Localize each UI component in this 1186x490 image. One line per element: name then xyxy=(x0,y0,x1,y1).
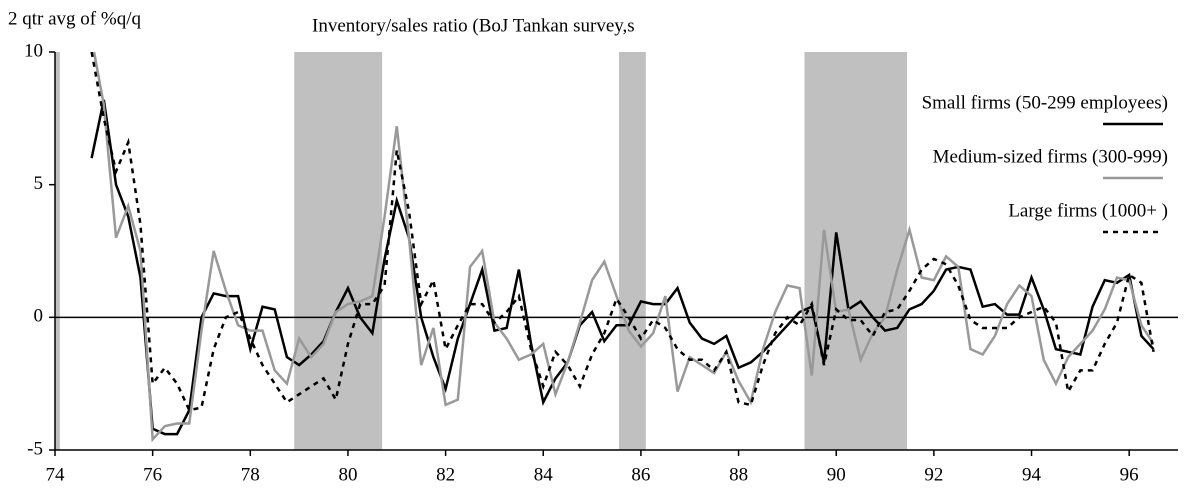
chart-title: Inventory/sales ratio (BoJ Tankan survey… xyxy=(312,15,635,36)
y-tick-label: -5 xyxy=(27,438,43,459)
series-line xyxy=(90,52,1155,412)
x-tick-label: 78 xyxy=(241,464,260,485)
recession-band xyxy=(55,52,60,450)
recession-band xyxy=(618,52,646,450)
x-tick-label: 80 xyxy=(338,464,357,485)
legend-label: Small firms (50-299 employees) xyxy=(922,92,1168,113)
y-tick-label: 5 xyxy=(34,173,44,194)
y-tick-label: 0 xyxy=(34,306,44,327)
x-tick-label: 94 xyxy=(1022,464,1042,485)
x-tick-label: 76 xyxy=(143,464,162,485)
x-tick-label: 84 xyxy=(534,464,554,485)
x-tick-label: 92 xyxy=(924,464,943,485)
y-tick-label: 10 xyxy=(24,40,43,61)
x-tick-label: 82 xyxy=(436,464,455,485)
x-tick-label: 88 xyxy=(729,464,748,485)
y-axis-label: 2 qtr avg of %q/q xyxy=(8,8,141,29)
recession-band xyxy=(804,52,908,450)
series-line xyxy=(92,52,1155,443)
x-tick-label: 90 xyxy=(827,464,846,485)
legend-label: Medium-sized firms (300-999) xyxy=(933,146,1168,167)
x-tick-label: 74 xyxy=(46,464,66,485)
legend-label: Large firms (1000+ ) xyxy=(1008,200,1168,221)
x-tick-label: 96 xyxy=(1120,464,1139,485)
series-line xyxy=(90,99,1155,436)
x-tick-label: 86 xyxy=(631,464,650,485)
